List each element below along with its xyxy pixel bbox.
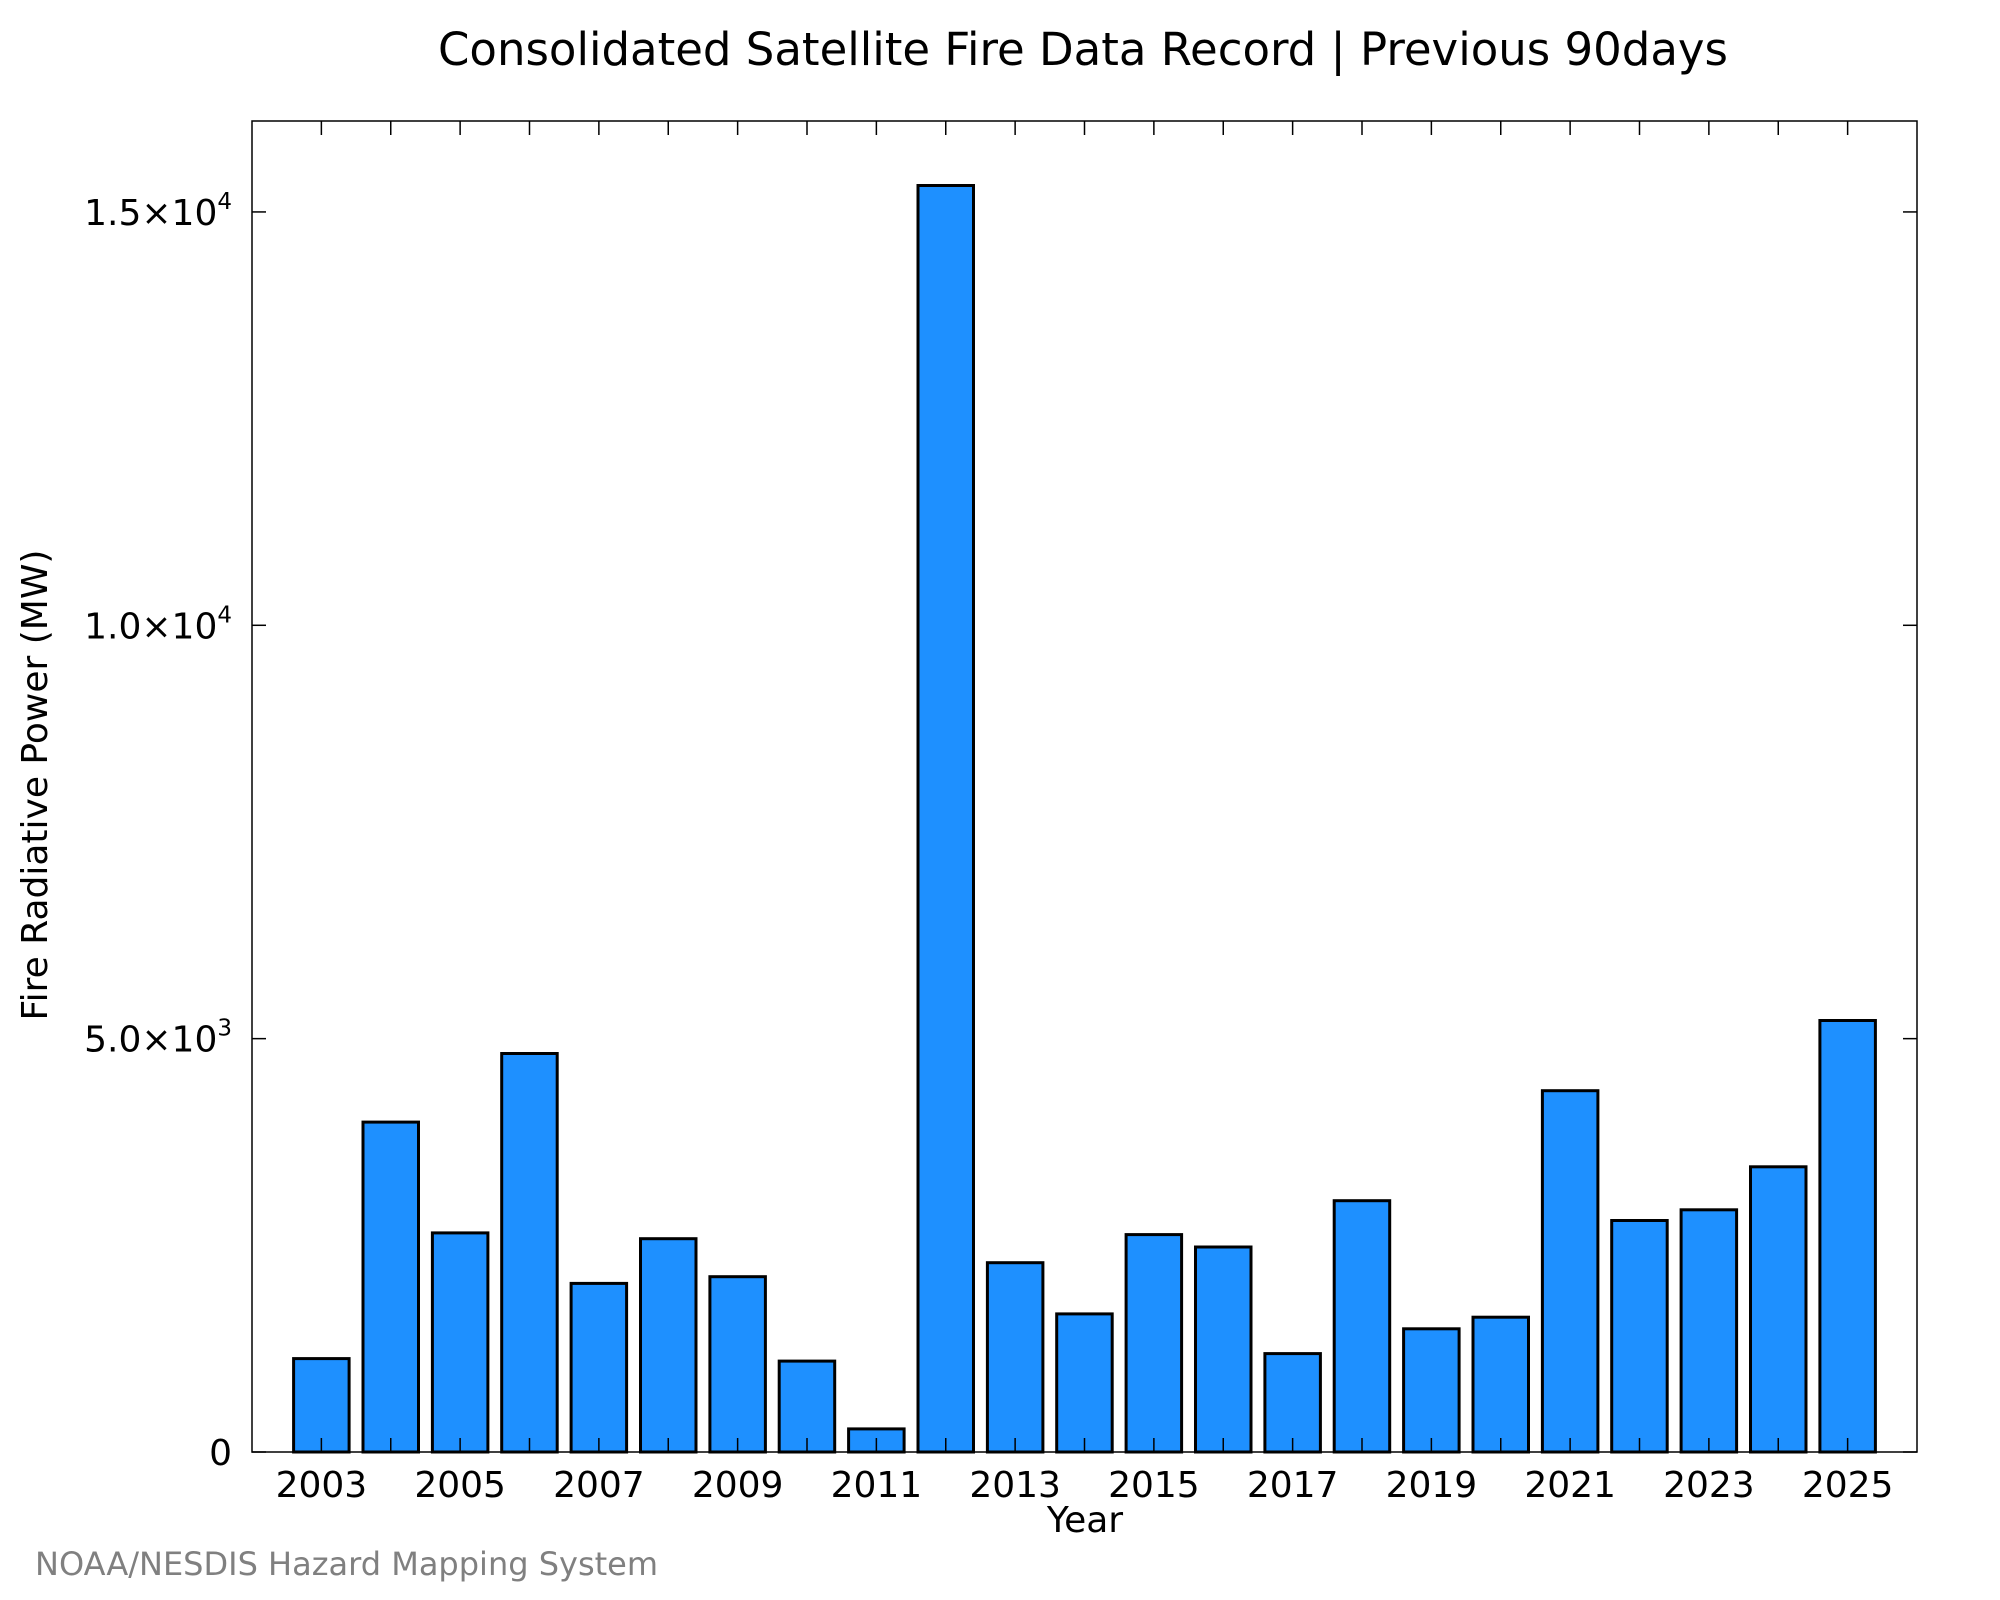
bar-2008 — [639, 1237, 698, 1454]
bar-2019 — [1402, 1327, 1461, 1454]
bar-2022 — [1610, 1219, 1669, 1454]
x-tick-label: 2021 — [1524, 1465, 1616, 1506]
bar-2023 — [1679, 1208, 1739, 1454]
x-tick-label: 2007 — [553, 1465, 645, 1506]
x-tick-label: 2013 — [969, 1465, 1061, 1506]
bar-2018 — [1332, 1199, 1392, 1454]
bar-2013 — [985, 1261, 1045, 1454]
x-tick-label: 2019 — [1386, 1465, 1478, 1506]
bar-2005 — [430, 1231, 490, 1454]
y-tick-label: 5.0×103 — [84, 1016, 232, 1061]
y-tick-label: 1.5×104 — [84, 189, 232, 234]
credit-text: NOAA/NESDIS Hazard Mapping System — [35, 1545, 658, 1583]
bars — [292, 184, 1877, 1454]
y-tick-exponent: 4 — [217, 189, 232, 215]
y-tick-exponent: 4 — [217, 602, 232, 628]
bar-2024 — [1749, 1165, 1808, 1454]
x-axis-label: Year — [1046, 1500, 1123, 1541]
x-tick-label: 2003 — [276, 1465, 368, 1506]
bar-2006 — [500, 1052, 559, 1454]
bar-2015 — [1124, 1233, 1184, 1454]
y-axis-ticks: 0 5.0×103 1.0×104 1.5×104 — [84, 189, 1917, 1474]
chart-title: Consolidated Satellite Fire Data Record … — [438, 23, 1728, 76]
bar-2012 — [916, 184, 975, 1454]
bar-2007 — [569, 1281, 629, 1454]
bar-2016 — [1194, 1245, 1253, 1454]
bar-2004 — [361, 1120, 420, 1454]
bar-2020 — [1471, 1315, 1530, 1454]
x-tick-label: 2023 — [1663, 1465, 1755, 1506]
x-tick-label: 2015 — [1108, 1465, 1200, 1506]
y-axis-label: Fire Radiative Power (MW) — [15, 550, 56, 1021]
y-tick-label: 0 — [209, 1433, 232, 1474]
y-tick-exponent: 3 — [217, 1016, 232, 1042]
x-tick-label: 2011 — [831, 1465, 923, 1506]
bar-2003 — [292, 1357, 351, 1454]
bar-2025 — [1818, 1019, 1877, 1454]
x-tick-label: 2005 — [414, 1465, 506, 1506]
bar-2021 — [1540, 1089, 1600, 1454]
bar-2009 — [708, 1275, 767, 1454]
x-tick-label: 2017 — [1247, 1465, 1339, 1506]
bar-2017 — [1263, 1352, 1322, 1454]
y-tick-label: 1.0×104 — [84, 602, 232, 647]
x-axis-ticks: 2003 2005 2007 2009 2011 2013 2015 2017 2019 2021… — [276, 121, 1894, 1506]
bar-2014 — [1055, 1312, 1114, 1454]
x-tick-label: 2025 — [1802, 1465, 1894, 1506]
x-tick-label: 2009 — [692, 1465, 784, 1506]
